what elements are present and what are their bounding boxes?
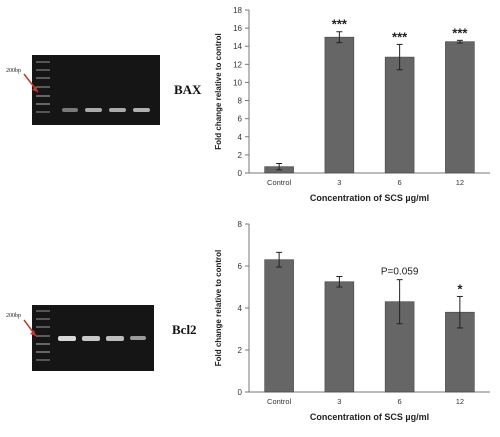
significance-annotation: *** <box>452 25 468 40</box>
gel-bands-bcl2 <box>36 310 146 361</box>
ladder-band <box>36 61 50 63</box>
y-tick-label: 12 <box>233 60 242 69</box>
x-tick-label: 12 <box>456 178 464 187</box>
x-tick-label: Control <box>267 178 292 187</box>
x-tick-label: 3 <box>337 178 341 187</box>
x-tick-label: 6 <box>398 397 402 406</box>
sample-band <box>58 336 76 341</box>
x-tick-label: Control <box>267 397 292 406</box>
sample-band <box>85 108 102 112</box>
y-tick-label: 4 <box>238 133 243 142</box>
bar <box>264 259 294 393</box>
ladder-band <box>36 335 50 337</box>
x-tick-label: 3 <box>337 397 341 406</box>
marker-label-bcl2: 200bp <box>6 313 21 319</box>
ladder-band <box>36 343 50 345</box>
bax-bar-chart: 0 2 4 6 8 10 12 14 16 18 Control 3 *** 6 *** 12 *** Conce… <box>214 6 490 203</box>
significance-annotation: * <box>457 281 463 296</box>
y-tick-label: 0 <box>238 169 243 178</box>
y-tick-label: 8 <box>238 97 243 106</box>
y-tick-label: 8 <box>238 220 243 229</box>
ladder-band <box>36 310 50 312</box>
y-tick-label: 14 <box>233 42 242 51</box>
y-tick-label: 0 <box>238 388 243 397</box>
y-tick-label: 6 <box>238 262 243 271</box>
bar <box>445 41 475 174</box>
x-tick-label: 12 <box>456 397 464 406</box>
arrow-icon <box>23 319 37 337</box>
sample-band <box>62 108 78 112</box>
sample-band <box>106 336 124 341</box>
gel-image-bcl2 <box>32 305 154 371</box>
y-axis-label: Fold change relative to control <box>214 250 223 366</box>
x-axis-label: Concentration of SCS µg/ml <box>310 193 429 203</box>
y-axis-label: Fold change relative to control <box>214 33 223 149</box>
x-tick-label: 6 <box>398 178 402 187</box>
y-tick-label: 2 <box>238 346 243 355</box>
y-tick-label: 6 <box>238 115 243 124</box>
sample-band <box>133 108 150 112</box>
bar <box>324 36 355 174</box>
ladder-band <box>36 111 50 113</box>
ladder-band <box>36 103 50 105</box>
gel-bands-bax <box>36 61 150 113</box>
y-tick-label: 18 <box>233 6 242 15</box>
ladder-band <box>36 69 50 71</box>
y-tick-label: 10 <box>233 78 242 87</box>
ladder-band <box>36 318 50 320</box>
significance-annotation: *** <box>332 17 348 32</box>
y-tick-label: 16 <box>233 24 242 33</box>
bar <box>384 56 415 174</box>
y-tick-label: 4 <box>238 304 243 313</box>
bar <box>324 281 355 393</box>
arrow-icon <box>23 73 39 93</box>
ladder-band <box>36 77 50 79</box>
ladder-band <box>36 95 50 97</box>
sample-band <box>130 336 146 340</box>
ladder-band <box>36 86 50 88</box>
sample-band <box>109 108 126 112</box>
ladder-band <box>36 351 50 353</box>
x-axis-label: Concentration of SCS µg/ml <box>310 412 429 422</box>
sample-band <box>82 336 100 341</box>
marker-label-bax: 200bp <box>6 68 21 74</box>
gel-image-bax <box>32 55 160 125</box>
gene-label-bcl2: Bcl2 <box>172 322 197 337</box>
significance-annotation: P=0.059 <box>381 267 419 278</box>
ladder-band <box>36 326 50 328</box>
y-tick-label: 2 <box>238 151 243 160</box>
gene-label-bax: BAX <box>174 82 202 97</box>
significance-annotation: *** <box>392 29 408 44</box>
bcl2-bar-chart: 0 2 4 6 8 Control 3 6 P=0.059 12 * Concentration of… <box>214 220 490 422</box>
ladder-band <box>36 359 50 361</box>
